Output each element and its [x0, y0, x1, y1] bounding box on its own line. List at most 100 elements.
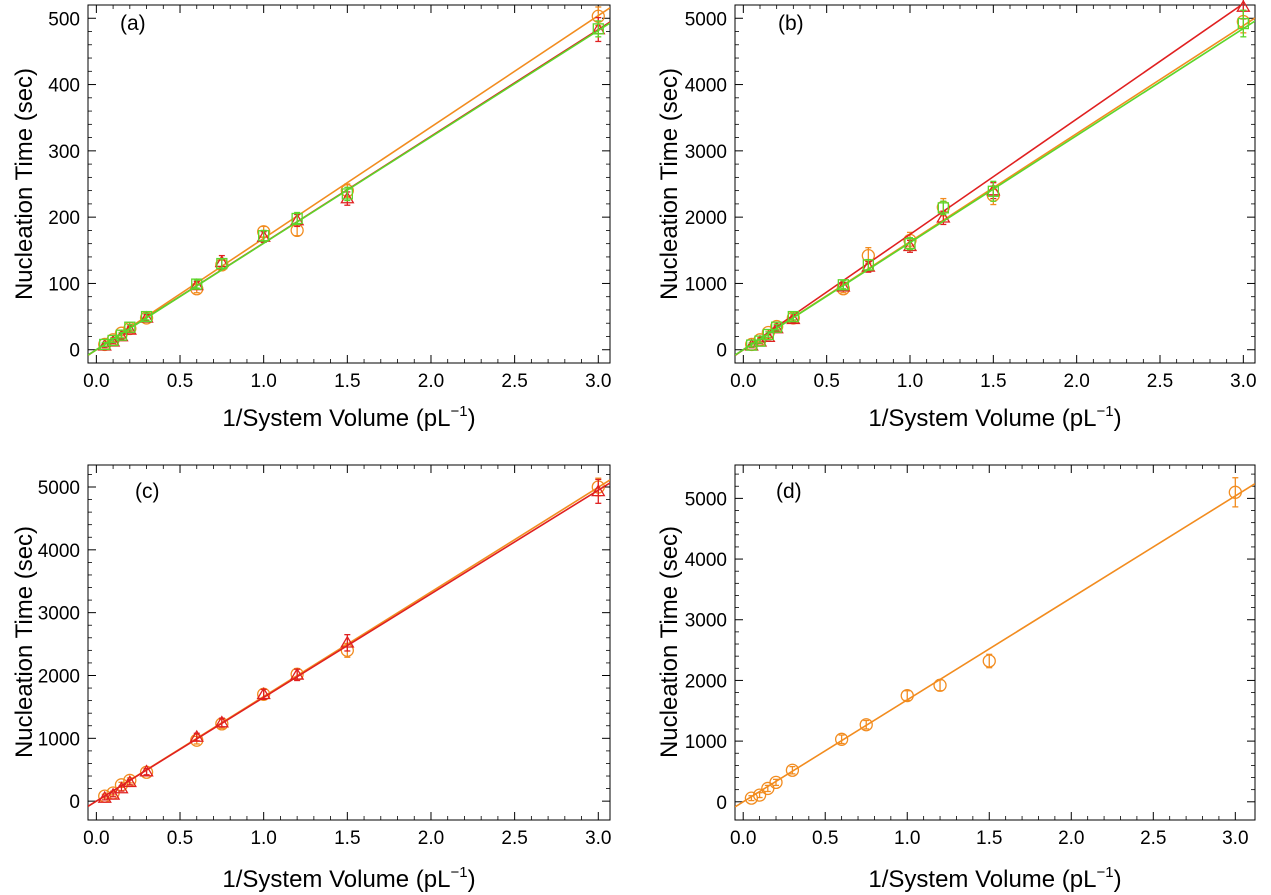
x-tick-label: 2.5: [501, 828, 527, 849]
data-point: [122, 322, 137, 335]
marks-group: [735, 477, 1255, 808]
y-tick-label: 4000: [685, 76, 727, 97]
y-tick-label: 2000: [685, 671, 727, 692]
plot-frame: [87, 464, 611, 821]
fit-line: [88, 7, 610, 356]
x-axis-title-sup: −1: [1097, 403, 1114, 420]
x-tick-label: 0.0: [730, 828, 756, 849]
y-tick-label: 2000: [38, 666, 80, 687]
x-axis-title: 1/System Volume (pL−1): [868, 864, 1121, 893]
y-tick-label: 100: [48, 274, 80, 295]
data-point: [105, 787, 121, 800]
x-axis-title-sup: −1: [451, 403, 468, 420]
x-tick-label: 2.0: [1058, 828, 1084, 849]
x-axis-title-end: ): [468, 866, 476, 893]
x-axis-title: 1/System Volume (pL−1): [222, 403, 475, 432]
x-axis-title-end: ): [468, 405, 476, 432]
data-point: [140, 310, 153, 323]
data-point: [256, 687, 271, 700]
data-point: [114, 781, 129, 794]
x-axis-title-sup: −1: [1097, 864, 1114, 881]
plot-frame: [734, 464, 1256, 821]
x-tick-label: 0.5: [813, 371, 839, 392]
data-point: [982, 654, 996, 668]
data-point: [99, 338, 111, 351]
data-point: [904, 238, 916, 250]
panel-label: (b): [778, 12, 804, 35]
data-point: [752, 788, 767, 802]
x-tick-label: 3.0: [585, 828, 611, 849]
y-tick-label: 4000: [685, 550, 727, 571]
data-point: [836, 279, 851, 292]
data-point: [191, 278, 203, 290]
y-tick-label: 3000: [685, 611, 727, 632]
data-point: [1228, 485, 1242, 499]
series-red: [88, 478, 610, 808]
x-tick-label: 0.5: [812, 828, 838, 849]
ticks-group: 0.0 0.5 1.0 1.5 2.0 2.5 3.0 0 1000 2000 3000 4000 50…: [685, 465, 1255, 849]
series-red: [735, 0, 1251, 357]
data-point: [591, 484, 606, 497]
y-tick-label: 5000: [38, 478, 80, 499]
fit-line: [735, 483, 1255, 808]
y-tick-label: 500: [48, 9, 80, 30]
fit-line: [735, 20, 1255, 356]
data-point: [861, 259, 876, 272]
fit-line: [735, 5, 1243, 357]
ticks-group: 0.0 0.5 1.0 1.5 2.0 2.5 3.0 0 1000 2000 3000 4000 50…: [38, 465, 611, 849]
data-point: [834, 732, 849, 746]
x-tick-label: 0.0: [730, 371, 756, 392]
data-point: [987, 185, 999, 197]
plot-frame: [734, 4, 1256, 364]
marks-group: [88, 477, 610, 808]
x-tick-label: 2.0: [418, 828, 444, 849]
data-point: [786, 311, 801, 325]
data-point: [189, 729, 204, 742]
x-axis-title: 1/System Volume (pL−1): [868, 403, 1121, 432]
y-tick-label: 400: [48, 76, 80, 97]
y-tick-label: 0: [716, 341, 727, 362]
ticks-group: 0.0 0.5 1.0 1.5 2.0 2.5 3.0 0 100 200 300 400 500: [48, 4, 611, 392]
y-tick-label: 3000: [685, 142, 727, 163]
data-point: [754, 335, 766, 347]
x-tick-label: 0.0: [83, 371, 109, 392]
x-axis-title-end: ): [1114, 866, 1122, 893]
x-tick-label: 0.5: [167, 828, 193, 849]
data-point: [1237, 17, 1249, 30]
y-tick-label: 200: [48, 208, 80, 229]
x-tick-label: 1.0: [250, 371, 276, 392]
x-tick-label: 1.5: [976, 828, 1002, 849]
data-point: [214, 715, 229, 728]
x-tick-label: 3.0: [585, 371, 611, 392]
data-point: [900, 688, 914, 703]
data-point: [340, 191, 355, 204]
y-tick-label: 5000: [685, 9, 727, 30]
marks-group: [88, 6, 610, 356]
y-tick-label: 0: [69, 792, 80, 813]
data-point: [862, 259, 874, 271]
x-tick-label: 1.5: [334, 371, 360, 392]
y-axis-title: Nucleation Time (sec): [11, 526, 38, 758]
x-tick-label: 1.5: [334, 828, 360, 849]
data-point: [139, 764, 154, 777]
panel-b: (b) 1/System Volume (pL−1) Nucleation Ti…: [656, 0, 1257, 432]
y-tick-label: 1000: [38, 729, 80, 750]
x-tick-label: 1.0: [894, 828, 920, 849]
x-tick-label: 0.0: [83, 828, 109, 849]
x-tick-label: 2.0: [418, 371, 444, 392]
series-green: [88, 20, 610, 356]
data-point: [769, 775, 783, 790]
fit-line: [88, 482, 610, 808]
ticks-group: 0.0 0.5 1.0 1.5 2.0 2.5 3.0 0 1000 2000 3000 4000 50…: [685, 4, 1257, 392]
data-point: [341, 188, 353, 200]
panel-c: (c) 1/System Volume (pL−1) Nucleation Ti…: [11, 464, 611, 893]
x-tick-label: 2.5: [1140, 828, 1166, 849]
plot-frame: [87, 4, 611, 364]
data-point: [746, 339, 758, 351]
x-axis-title-sup: −1: [451, 864, 468, 881]
y-axis-title: Nucleation Time (sec): [656, 68, 683, 300]
data-point: [122, 775, 137, 788]
data-point: [762, 328, 774, 341]
y-axis-title: Nucleation Time (sec): [11, 68, 38, 300]
data-point: [837, 279, 849, 291]
